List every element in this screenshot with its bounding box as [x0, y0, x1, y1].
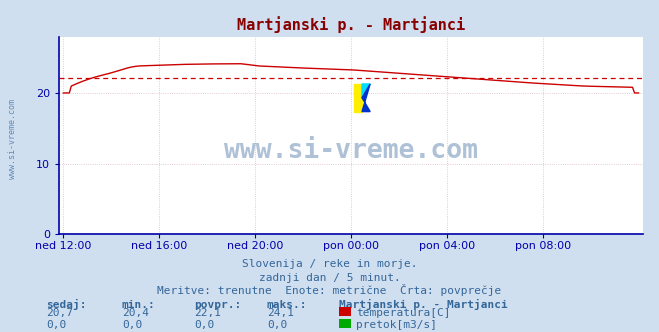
Polygon shape: [362, 84, 370, 112]
Text: www.si-vreme.com: www.si-vreme.com: [8, 100, 17, 179]
Text: min.:: min.:: [122, 300, 156, 310]
Text: Martjanski p. - Martjanci: Martjanski p. - Martjanci: [339, 299, 508, 310]
Text: 0,0: 0,0: [194, 320, 215, 330]
Polygon shape: [354, 84, 362, 112]
Text: maks.:: maks.:: [267, 300, 307, 310]
Text: pretok[m3/s]: pretok[m3/s]: [356, 320, 437, 330]
Text: 0,0: 0,0: [46, 320, 67, 330]
Text: 20,7: 20,7: [46, 308, 73, 318]
Text: Meritve: trenutne  Enote: metrične  Črta: povprečje: Meritve: trenutne Enote: metrične Črta: …: [158, 284, 501, 296]
Text: sedaj:: sedaj:: [46, 299, 86, 310]
Text: 0,0: 0,0: [267, 320, 287, 330]
Text: povpr.:: povpr.:: [194, 300, 242, 310]
Text: 20,4: 20,4: [122, 308, 149, 318]
Text: 22,1: 22,1: [194, 308, 221, 318]
Text: temperatura[C]: temperatura[C]: [356, 308, 450, 318]
Polygon shape: [362, 84, 370, 98]
Title: Martjanski p. - Martjanci: Martjanski p. - Martjanci: [237, 16, 465, 33]
Text: 0,0: 0,0: [122, 320, 142, 330]
Text: 24,1: 24,1: [267, 308, 294, 318]
Text: www.si-vreme.com: www.si-vreme.com: [224, 138, 478, 164]
Text: Slovenija / reke in morje.: Slovenija / reke in morje.: [242, 259, 417, 269]
Text: zadnji dan / 5 minut.: zadnji dan / 5 minut.: [258, 273, 401, 283]
